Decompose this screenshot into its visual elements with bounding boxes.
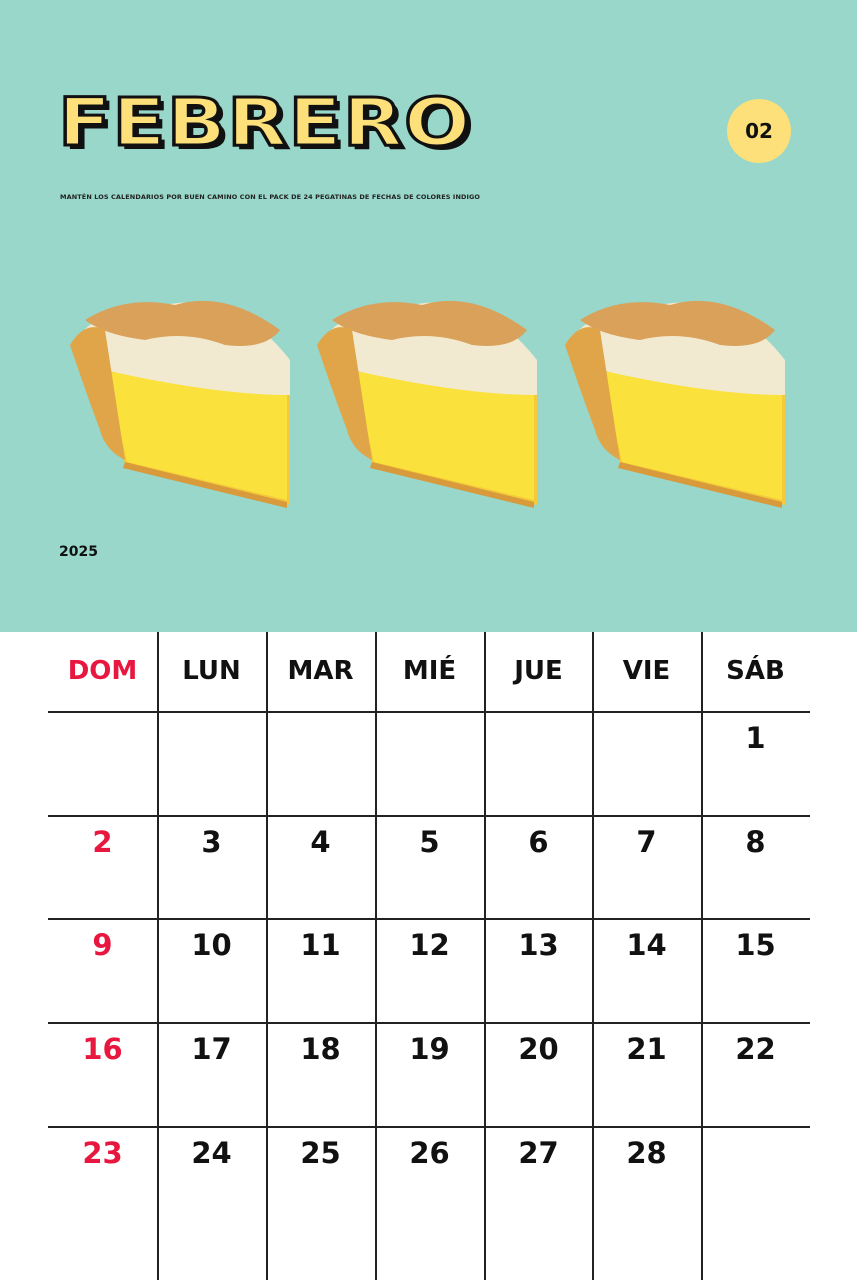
day-cell[interactable]: 2 — [92, 825, 113, 859]
grid-divider — [484, 632, 486, 1280]
weekday-header: JUE — [514, 656, 563, 686]
weekday-header: SÁB — [726, 656, 785, 686]
day-cell[interactable]: 4 — [310, 825, 331, 859]
pie-slice-image — [312, 290, 537, 510]
day-cell[interactable]: 17 — [191, 1032, 232, 1066]
weekday-header: MAR — [287, 656, 354, 686]
grid-divider — [48, 918, 810, 920]
pie-slice-image — [560, 290, 785, 510]
grid-divider — [701, 632, 703, 1280]
weekday-header: MIÉ — [402, 656, 457, 686]
day-cell[interactable]: 10 — [191, 928, 232, 962]
day-cell[interactable]: 9 — [92, 928, 113, 962]
grid-divider — [48, 815, 810, 817]
day-cell[interactable]: 5 — [419, 825, 440, 859]
grid-divider — [157, 632, 159, 1280]
pie-slice-image — [65, 290, 290, 510]
weekday-header: LUN — [182, 656, 241, 686]
grid-divider — [375, 632, 377, 1280]
month-number-badge: 02 — [727, 99, 791, 163]
day-cell[interactable]: 23 — [82, 1136, 123, 1170]
day-cell[interactable]: 16 — [82, 1032, 123, 1066]
day-cell[interactable]: 27 — [518, 1136, 559, 1170]
day-cell[interactable]: 14 — [626, 928, 667, 962]
day-cell[interactable]: 20 — [518, 1032, 559, 1066]
day-cell[interactable]: 28 — [626, 1136, 667, 1170]
day-cell[interactable]: 7 — [636, 825, 657, 859]
day-cell[interactable]: 11 — [300, 928, 341, 962]
day-cell[interactable]: 24 — [191, 1136, 232, 1170]
calendar-grid: DOM LUN MAR MIÉ JUE VIE SÁB 1 2 3 4 5 6 7 8 9 10 11 12 13 14… — [0, 632, 857, 1280]
day-cell[interactable]: 19 — [409, 1032, 450, 1066]
month-title: FEBRERO — [56, 83, 472, 163]
day-cell[interactable]: 13 — [518, 928, 559, 962]
weekday-header: DOM — [67, 656, 138, 686]
grid-divider — [266, 632, 268, 1280]
grid-divider — [48, 1022, 810, 1024]
day-cell[interactable]: 15 — [735, 928, 776, 962]
header-panel: FEBRERO 02 MANTÉN LOS CALENDARIOS POR BU… — [0, 0, 857, 632]
day-cell[interactable]: 18 — [300, 1032, 341, 1066]
grid-divider — [48, 711, 810, 713]
subtitle: MANTÉN LOS CALENDARIOS POR BUEN CAMINO C… — [60, 193, 481, 201]
day-cell[interactable]: 1 — [745, 721, 766, 755]
day-cell[interactable]: 3 — [201, 825, 222, 859]
grid-divider — [592, 632, 594, 1280]
day-cell[interactable]: 12 — [409, 928, 450, 962]
year-label: 2025 — [59, 544, 98, 560]
day-cell[interactable]: 26 — [409, 1136, 450, 1170]
day-cell[interactable]: 6 — [528, 825, 549, 859]
day-cell[interactable]: 22 — [735, 1032, 776, 1066]
grid-divider — [48, 1126, 810, 1128]
weekday-header: VIE — [622, 656, 671, 686]
day-cell[interactable]: 21 — [626, 1032, 667, 1066]
day-cell[interactable]: 8 — [745, 825, 766, 859]
day-cell[interactable]: 25 — [300, 1136, 341, 1170]
